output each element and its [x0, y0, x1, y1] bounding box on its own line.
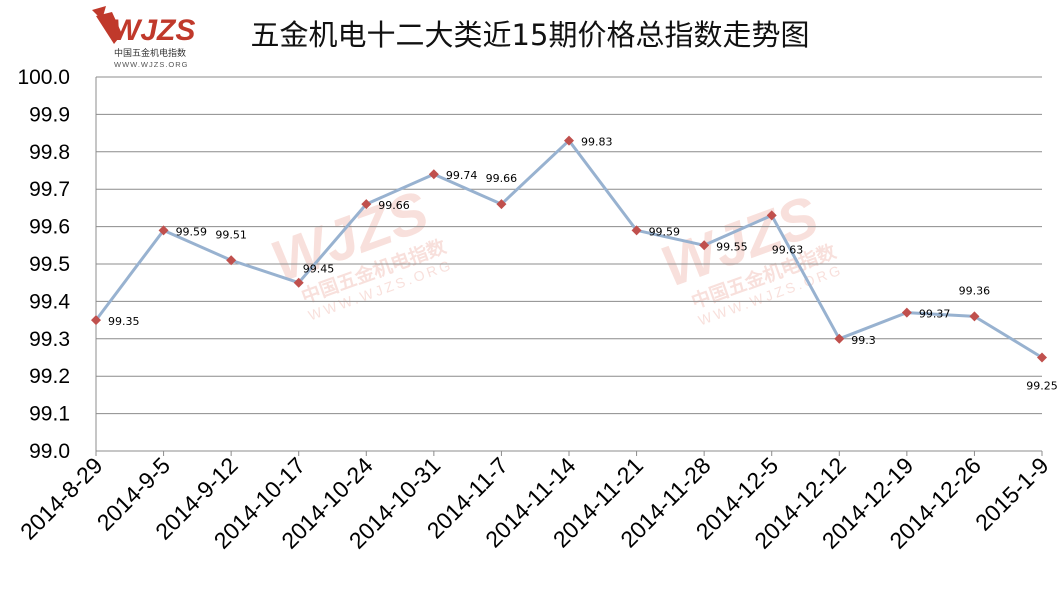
data-point-2014-10-24 — [361, 199, 372, 210]
data-point-2014-12-26 — [969, 311, 980, 322]
chart-title: 五金机电十二大类近15期价格总指数走势图 — [250, 18, 810, 52]
logo-mark: WJZS — [112, 14, 195, 47]
data-point-2014-10-17 — [293, 277, 304, 288]
data-point-2014-9-12 — [226, 255, 237, 266]
y-tick-label-99.8: 99.8 — [29, 141, 70, 164]
y-tick-label-99.3: 99.3 — [29, 328, 70, 351]
data-point-2014-11-21 — [631, 225, 642, 236]
y-tick-labels: 99.0 99.1 99.2 99.3 99.4 99.5 99.6 99.7 99.8 99.9… — [17, 66, 70, 463]
x-tick-labels: 2014-8-292014-9-52014-9-122014-10-172014… — [15, 452, 1054, 554]
data-label-2014-12-5: 99.63 — [772, 243, 804, 256]
x-tick-label-2014-8-29: 2014-8-29 — [15, 452, 108, 545]
gridlines — [96, 76, 1042, 415]
data-label-2015-1-9: 99.25 — [1026, 380, 1058, 393]
data-label-2014-11-28: 99.55 — [716, 240, 748, 253]
data-label-2014-9-12: 99.51 — [215, 228, 247, 241]
data-label-2014-8-29: 99.35 — [108, 315, 140, 328]
data-point-2014-12-19 — [901, 307, 912, 318]
data-label-2014-10-24: 99.66 — [378, 199, 410, 212]
y-tick-label-99.5: 99.5 — [29, 253, 70, 276]
data-point-2014-11-28 — [699, 240, 710, 251]
y-tick-label-99.1: 99.1 — [29, 403, 70, 426]
data-label-2014-10-17: 99.45 — [303, 263, 335, 276]
series-line — [94, 139, 1043, 359]
data-label-2014-12-12: 99.3 — [851, 334, 876, 347]
data-label-2014-11-21: 99.59 — [649, 225, 681, 238]
data-point-2014-11-14 — [564, 135, 574, 146]
logo-name: 中国五金机电指数 — [114, 47, 186, 59]
y-tick-label-99.6: 99.6 — [29, 216, 70, 239]
y-tick-label-100.0: 100.0 — [17, 66, 70, 89]
data-label-2014-12-26: 99.36 — [959, 284, 991, 297]
data-point-2014-8-29 — [91, 315, 101, 326]
y-tick-label-99.0: 99.0 — [29, 440, 70, 463]
axes — [95, 77, 1043, 456]
series-polyline — [94, 139, 1043, 359]
data-point-2014-10-31 — [428, 169, 439, 180]
data-point-2014-11-7 — [496, 199, 507, 210]
x-tick-label-2015-1-9: 2015-1-9 — [970, 452, 1053, 535]
data-point-2014-9-5 — [158, 225, 169, 236]
data-markers — [91, 135, 1047, 363]
data-label-2014-11-7: 99.66 — [486, 172, 518, 185]
logo-arrow-icon — [96, 12, 122, 44]
data-point-2014-12-12 — [834, 333, 845, 344]
data-label-2014-9-5: 99.59 — [176, 225, 208, 238]
y-tick-label-99.9: 99.9 — [29, 103, 70, 126]
data-label-2014-10-31: 99.74 — [446, 169, 478, 182]
data-label-2014-12-19: 99.37 — [919, 308, 951, 321]
data-labels: 99.35 99.59 99.51 99.45 99.66 99.74 99.66 99.83… — [108, 136, 1058, 393]
y-tick-label-99.2: 99.2 — [29, 365, 70, 388]
data-label-2014-11-14: 99.83 — [581, 136, 613, 149]
logo-url: WWW.WJZS.ORG — [114, 60, 189, 69]
y-tick-label-99.4: 99.4 — [29, 290, 70, 313]
data-point-2014-12-5 — [766, 210, 777, 221]
wjzs-logo: WJZS 中国五金机电指数 WWW.WJZS.ORG — [92, 6, 195, 69]
y-tick-label-99.7: 99.7 — [29, 178, 70, 201]
data-point-2015-1-9 — [1037, 352, 1047, 363]
logo-arrowhead-icon — [92, 6, 106, 20]
